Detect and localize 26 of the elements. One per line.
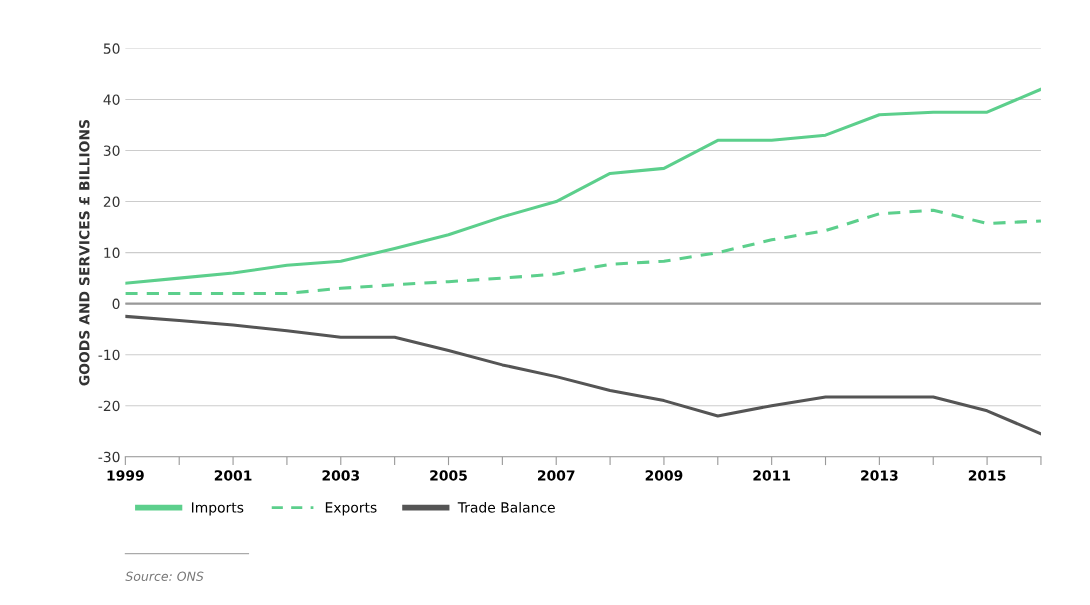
y-tick-label: -10 xyxy=(98,349,120,361)
line-series xyxy=(125,87,1041,285)
x-tick-label: 2009 xyxy=(645,470,683,481)
x-tick-label: 2013 xyxy=(861,470,898,481)
legend-label: Trade Balance xyxy=(457,501,555,513)
y-axis-title: GOODS AND SERVICES £ BILLIONS xyxy=(79,119,90,386)
y-tick-label: 10 xyxy=(104,247,120,259)
x-tick-label: 2005 xyxy=(430,470,467,481)
line-series xyxy=(125,208,1041,295)
source-note: Source: ONS xyxy=(125,571,204,581)
x-tick-label: 1999 xyxy=(107,470,144,481)
y-tick-label: 20 xyxy=(103,196,120,208)
x-tick-label: 2001 xyxy=(214,470,252,481)
y-tick-label: 30 xyxy=(103,145,120,156)
line-series xyxy=(125,314,1041,436)
y-tick-label: 0 xyxy=(112,298,120,310)
y-tick-label: 40 xyxy=(103,94,120,105)
legend-label: Imports xyxy=(191,502,244,516)
x-tick-label: 2007 xyxy=(537,470,575,481)
x-tick-label: 2015 xyxy=(968,470,1006,481)
x-tick-label: 2003 xyxy=(322,470,360,481)
x-tick-label: 2011 xyxy=(753,470,791,481)
y-tick-label: 50 xyxy=(103,43,120,54)
y-tick-label: -20 xyxy=(98,400,120,412)
legend-label: Exports xyxy=(325,502,377,516)
y-tick-label: -30 xyxy=(98,451,120,463)
